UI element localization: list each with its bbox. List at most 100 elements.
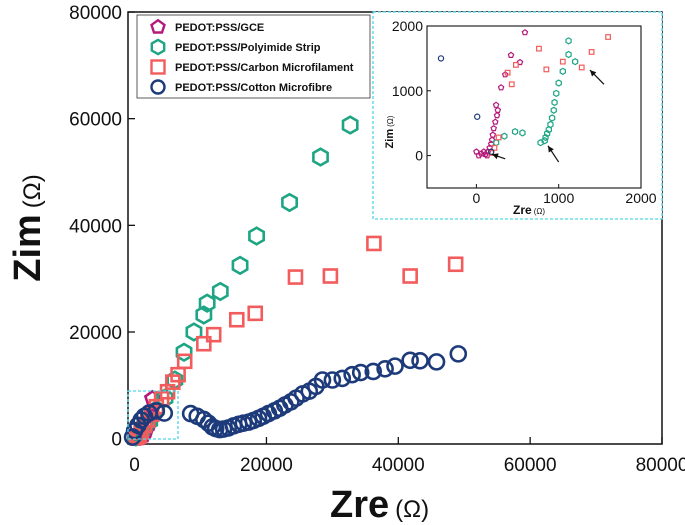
inset-y-tick-label: 0 <box>415 148 423 164</box>
data-point <box>333 369 352 388</box>
data-point <box>313 371 332 389</box>
inset-data-point <box>508 81 515 88</box>
inset-data-point <box>497 84 505 91</box>
inset-arrow <box>589 69 605 85</box>
data-point <box>411 351 429 370</box>
inset-data-point <box>507 51 515 59</box>
data-point <box>402 268 418 284</box>
inset-data-point <box>559 67 567 75</box>
y-tick-label: 60000 <box>69 110 122 131</box>
legend-box <box>136 14 371 99</box>
inset-data-point <box>537 139 544 147</box>
inset-data-point <box>519 129 526 137</box>
inset-data-point <box>543 129 551 138</box>
inset-y-tick-label: 2000 <box>392 18 423 34</box>
inset-plot-points <box>437 29 611 159</box>
main-tick-labels: 0 20000 40000 60000 800000200004000060000800… <box>69 3 685 476</box>
inset-data-point <box>491 144 498 151</box>
data-point <box>147 402 166 420</box>
y-tick-label: 20000 <box>69 323 122 344</box>
zoom-region-box <box>127 390 179 440</box>
inset-data-point <box>492 101 500 108</box>
y-tick-label: 0 <box>111 430 122 451</box>
inset-data-point <box>488 148 495 155</box>
inset-arrow <box>547 145 560 163</box>
inset-data-point <box>437 55 445 62</box>
data-point <box>176 353 193 370</box>
data-point <box>281 192 299 213</box>
x-tick-label: 0 <box>129 455 140 476</box>
data-point <box>322 268 339 284</box>
legend-label: PEDOT:PSS/Polyimide Strip <box>175 42 321 54</box>
inset-x-tick-label: 1000 <box>543 190 574 206</box>
inset-data-point <box>553 89 560 98</box>
data-point <box>211 281 229 302</box>
x-tick-label: 40000 <box>372 455 425 476</box>
series-pedot-pss-cotton-microfibre <box>123 345 468 446</box>
data-point <box>231 255 249 276</box>
data-point <box>195 305 213 325</box>
inset-data-point <box>501 132 508 140</box>
legend-label: PEDOT:PSS/Cotton Microfibre <box>175 82 332 94</box>
data-point <box>376 359 394 378</box>
inset-data-point <box>494 106 502 114</box>
inset-data-point <box>551 98 558 107</box>
inset-data-point <box>605 34 611 40</box>
data-point <box>447 256 464 273</box>
legend-marker-circle <box>150 79 166 95</box>
data-point <box>247 305 264 322</box>
inset-arrow <box>491 153 506 160</box>
data-point <box>401 351 419 370</box>
inset-data-point <box>565 37 572 45</box>
inset-data-point <box>555 79 562 87</box>
inset-data-point <box>536 45 542 52</box>
inset-x-tick-label: 2000 <box>625 190 656 206</box>
data-point <box>341 115 359 135</box>
inset-data-point <box>512 61 519 68</box>
x-axis-label: Zre (Ω) <box>330 484 429 525</box>
legend-marker-hexagon <box>150 38 166 56</box>
inset-data-point <box>475 152 483 159</box>
x-tick-label: 80000 <box>636 455 685 476</box>
inset-data-point <box>490 124 498 132</box>
inset-data-point <box>521 29 529 36</box>
inset-data-point <box>473 148 480 155</box>
legend-marker-square <box>150 59 166 75</box>
y-tick-label: 40000 <box>69 216 122 237</box>
inset-data-point <box>588 49 595 55</box>
inset-x-tick-label: 0 <box>472 190 480 206</box>
main-plot-points <box>123 115 468 447</box>
data-point <box>248 226 266 246</box>
inset-data-point <box>550 106 557 114</box>
x-tick-label: 60000 <box>504 455 557 476</box>
inset-axis-ticks <box>427 25 642 188</box>
inset-data-point <box>495 134 502 141</box>
data-point <box>155 404 174 422</box>
inset-border <box>372 11 663 220</box>
data-point <box>205 326 222 343</box>
legend-marker-pentagon <box>150 18 166 34</box>
inset-data-point <box>565 50 572 59</box>
inset-y-tick-label: 1000 <box>392 83 423 99</box>
data-point <box>323 371 342 389</box>
inset-data-point <box>578 64 585 71</box>
inset-data-point <box>474 113 481 120</box>
inset-data-point <box>489 131 497 138</box>
inset-data-point <box>504 69 511 76</box>
inset-x-axis-label: Zre (Ω) <box>513 203 545 217</box>
inset-data-point <box>493 111 501 119</box>
data-point <box>366 235 382 252</box>
inset-arrows <box>491 69 605 163</box>
inset-series-pedot-pss-carbon-microfilament <box>488 34 611 156</box>
inset-data-point <box>548 114 556 122</box>
inset-data-point <box>571 58 579 66</box>
inset-series-pedot-pss-polyimide-strip <box>493 37 579 147</box>
inset-data-point <box>511 128 519 136</box>
inset-data-point <box>516 58 524 66</box>
data-point <box>198 293 216 313</box>
inset-series-pedot-pss-cotton-microfibre <box>437 55 495 155</box>
data-point <box>351 363 370 382</box>
inset-data-point <box>541 137 548 145</box>
inset-data-point <box>491 118 499 125</box>
